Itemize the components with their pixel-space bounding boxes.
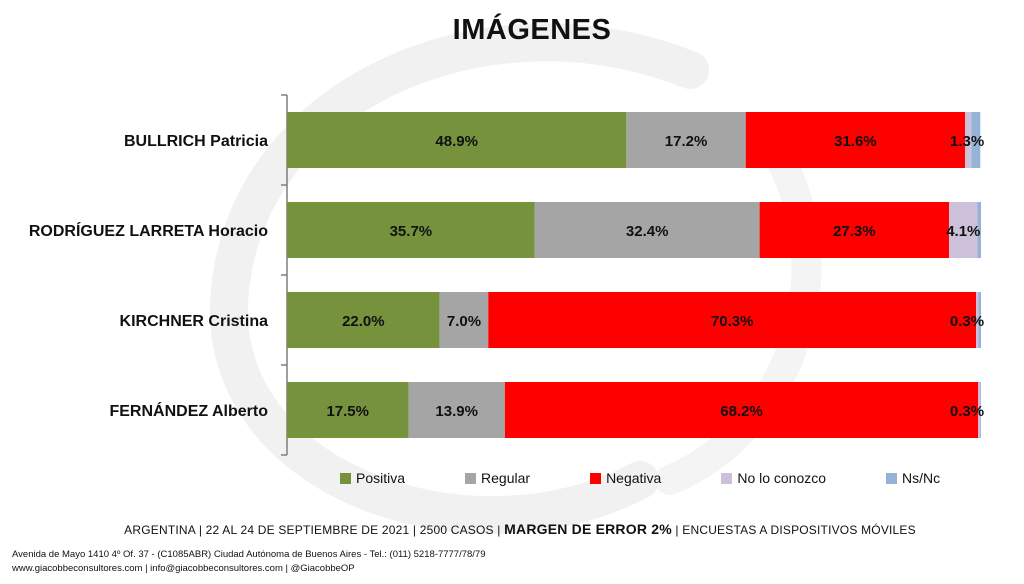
legend-item-positiva: Positiva [340,470,405,486]
legend-swatch-regular [465,472,477,484]
bar-segment-negativa [759,202,950,258]
category-label: BULLRICH Patricia [124,133,268,150]
bar-segment-positiva [287,292,440,348]
data-label-no-lo-conozco: 0.3% [950,403,984,420]
bar-segment-negativa [745,112,966,168]
bar-segment-nsnc [980,382,981,438]
data-label-no-lo-conozco: 4.1% [946,223,980,240]
data-label-regular: 17.2% [665,133,708,150]
data-label-positiva: 17.5% [326,403,369,420]
bar-segment-regular [534,202,760,258]
legend-label-negativa: Negativa [606,470,662,486]
legend-swatch-nsnc [886,472,898,484]
legend-item-negativa: Negativa [590,470,661,486]
bar-segment-regular [408,382,505,438]
bar-segment-regular [626,112,746,168]
bar-segment-positiva [287,382,409,438]
survey-info-post: | ENCUESTAS A DISPOSITIVOS MÓVILES [671,523,916,537]
bar-segment-negativa [488,292,977,348]
bar-segment-regular [439,292,489,348]
legend-label-no-lo-conozco: No lo conozco [737,470,827,486]
legend-item-no-lo-conozco: No lo conozco [721,470,826,486]
category-label: RODRÍGUEZ LARRETA Horacio [29,221,268,240]
chart-title: IMÁGENES [452,14,612,46]
bar-segment-nsnc [971,112,981,168]
data-label-negativa: 31.6% [834,133,877,150]
data-label-negativa: 27.3% [833,223,876,240]
legend-item-regular: Regular [465,470,530,486]
bar-segment-positiva [287,112,627,168]
bar-segment-nsnc [977,202,981,258]
data-label-positiva: 22.0% [342,313,385,330]
data-label-regular: 7.0% [447,313,481,330]
bar-segment-no-lo-conozco [965,112,972,168]
legend-label-nsnc: Ns/Nc [902,470,941,486]
bar-segment-no-lo-conozco [976,292,979,348]
survey-info-line: ARGENTINA | 22 AL 24 DE SEPTIEMBRE DE 20… [0,521,1024,537]
data-label-regular: 32.4% [626,223,669,240]
margin-of-error: MARGEN DE ERROR 2% [504,521,672,537]
legend-swatch-no-lo-conozco [721,472,733,484]
legend-item-nsnc: Ns/Nc [886,470,940,486]
company-contact: www.giacobbeconsultores.com | info@giaco… [12,563,355,574]
data-label-negativa: 70.3% [711,313,754,330]
data-label-positiva: 48.9% [435,133,478,150]
chart-legend: Positiva Regular Negativa No lo conozco … [340,470,940,486]
category-label: FERNÁNDEZ Alberto [109,401,268,420]
data-label-negativa: 68.2% [720,403,763,420]
bar-segment-nsnc [978,292,981,348]
survey-info-pre: ARGENTINA | 22 AL 24 DE SEPTIEMBRE DE 20… [124,523,505,537]
legend-swatch-negativa [590,472,602,484]
data-label-nsnc: 1.3% [950,133,984,150]
category-label: KIRCHNER Cristina [120,313,269,330]
data-label-regular: 13.9% [435,403,478,420]
bar-segment-no-lo-conozco [978,382,981,438]
legend-label-positiva: Positiva [356,470,406,486]
company-address: Avenida de Mayo 1410 4º Of. 37 - (C1085A… [12,549,486,560]
legend-swatch-positiva [340,472,351,484]
bar-segment-negativa [504,382,979,438]
legend-label-regular: Regular [481,470,531,486]
data-label-positiva: 35.7% [390,223,433,240]
data-label-no-lo-conozco: 0.3% [950,313,984,330]
bar-segment-no-lo-conozco [949,202,978,258]
bar-segment-positiva [287,202,535,258]
